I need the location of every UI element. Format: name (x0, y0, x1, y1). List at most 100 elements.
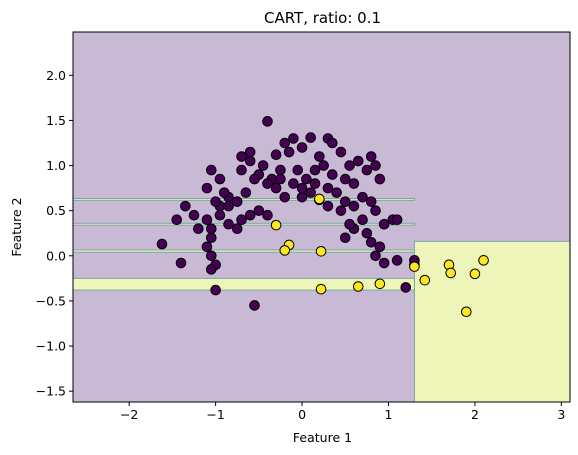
y-tick-label: −1.0 (36, 339, 66, 354)
data-point-class-0-30 (292, 164, 304, 176)
data-point-class-0-76 (391, 214, 403, 226)
data-point-class-0-13 (314, 151, 325, 162)
data-point-class-1-5 (315, 283, 327, 295)
plot-frame (72, 31, 571, 403)
data-point-class-0-4 (244, 155, 256, 167)
y-axis: −1.5 −1.0 −0.5 0.0 0.5 1.0 1.5 2.0 (36, 68, 73, 399)
data-point-class-0-34 (262, 178, 273, 189)
data-point-class-0-22 (361, 164, 373, 176)
data-point-class-0-94 (275, 173, 286, 185)
data-point-class-0-70 (361, 227, 373, 239)
data-point-class-0-60 (335, 205, 347, 216)
data-point-class-0-11 (283, 146, 295, 158)
data-point-class-0-48 (205, 223, 217, 235)
data-point-class-0-61 (339, 196, 351, 207)
data-point-class-0-82 (205, 232, 217, 244)
data-point-class-1-8 (409, 261, 420, 272)
data-point-class-0-89 (156, 238, 168, 250)
y-tick-label: 0.0 (46, 248, 66, 263)
data-point-class-0-20 (370, 160, 381, 171)
data-point-class-0-42 (214, 173, 226, 185)
data-point-class-1-13 (478, 255, 489, 266)
data-point-class-1-11 (445, 267, 457, 279)
data-point-class-0-51 (231, 223, 243, 235)
data-point-class-1-3 (279, 245, 291, 256)
data-point-class-0-91 (223, 200, 234, 212)
data-point-class-0-50 (223, 218, 234, 230)
data-point-class-0-52 (236, 214, 247, 226)
x-axis: −2 −1 0 1 2 3 (120, 402, 565, 422)
x-tick-label: 2 (471, 407, 479, 422)
data-point-class-0-33 (270, 182, 282, 194)
data-point-class-0-71 (365, 236, 377, 248)
data-point-class-0-97 (322, 182, 334, 194)
data-point-class-0-81 (378, 257, 390, 269)
data-point-class-0-64 (365, 196, 377, 207)
data-point-class-0-27 (318, 160, 329, 171)
y-tick-label: 1.5 (46, 113, 66, 128)
data-point-class-0-6 (279, 137, 291, 149)
data-point-class-1-0 (314, 193, 325, 205)
data-point-class-0-95 (296, 182, 308, 194)
y-tick-label: 0.5 (46, 203, 66, 218)
data-point-class-0-47 (201, 214, 213, 226)
data-point-class-0-68 (339, 232, 351, 244)
data-point-class-0-3 (236, 151, 247, 162)
data-point-class-0-62 (348, 200, 360, 212)
data-point-class-0-54 (253, 205, 265, 216)
data-point-class-0-16 (335, 146, 347, 158)
y-tick-label: 1.0 (46, 158, 66, 173)
data-point-class-0-25 (331, 187, 342, 198)
data-point-class-0-99 (244, 146, 256, 158)
data-point-class-0-28 (309, 164, 321, 176)
data-point-class-0-73 (374, 241, 386, 253)
x-tick-label: 1 (385, 407, 393, 422)
data-point-class-0-46 (193, 223, 204, 235)
x-tick-label: −1 (206, 407, 224, 422)
data-point-class-0-24 (339, 173, 351, 185)
data-point-class-0-26 (327, 169, 338, 180)
y-axis-label: Feature 2 (9, 197, 24, 256)
data-point-class-0-44 (180, 200, 191, 212)
plot-area (72, 31, 571, 403)
x-tick-label: −2 (120, 407, 138, 422)
data-point-class-0-10 (275, 164, 286, 176)
data-point-class-0-18 (352, 155, 364, 167)
data-point-class-0-86 (205, 264, 217, 275)
x-tick-label: 0 (298, 407, 306, 422)
data-point-class-0-5 (257, 160, 269, 171)
data-point-class-0-83 (201, 241, 213, 253)
data-point-class-0-98 (236, 164, 247, 176)
data-point-class-1-1 (270, 219, 282, 231)
data-point-class-0-96 (309, 178, 321, 189)
decision-region-class-1-0 (413, 240, 571, 403)
data-point-class-0-57 (305, 187, 316, 198)
chart-title: CART, ratio: 0.1 (264, 9, 381, 27)
decision-region-class-1-1 (72, 277, 415, 291)
data-point-class-0-63 (357, 191, 368, 203)
data-point-class-0-92 (210, 196, 221, 207)
data-point-class-0-23 (348, 178, 360, 189)
y-tick-label: −1.5 (36, 384, 66, 399)
data-point-class-0-31 (288, 178, 299, 189)
data-point-class-0-80 (400, 282, 412, 293)
data-point-class-0-19 (365, 151, 377, 162)
data-point-class-0-43 (188, 209, 200, 221)
data-point-class-0-32 (279, 191, 291, 203)
y-tick-label: −0.5 (36, 293, 66, 308)
data-point-class-0-36 (240, 187, 252, 198)
data-point-class-0-65 (370, 205, 381, 216)
data-point-class-0-55 (262, 209, 273, 221)
data-point-class-0-0 (262, 116, 273, 127)
x-tick-label: 3 (557, 407, 565, 422)
data-point-class-0-1 (288, 133, 299, 144)
data-point-class-0-53 (244, 209, 256, 221)
data-point-class-0-87 (210, 284, 221, 296)
data-point-class-0-88 (175, 257, 187, 269)
data-point-class-0-45 (171, 214, 183, 226)
data-point-class-0-93 (218, 187, 230, 198)
data-point-class-1-7 (374, 278, 386, 290)
data-point-class-0-21 (374, 173, 386, 185)
